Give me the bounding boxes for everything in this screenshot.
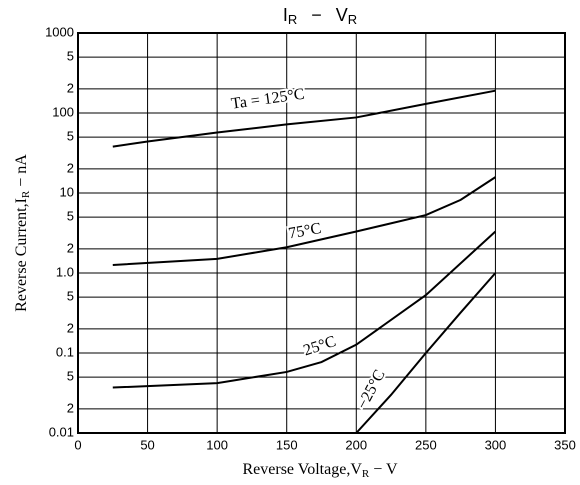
- curve-label: −25°C: [354, 367, 389, 412]
- y-tick-label: 1.0: [56, 264, 74, 279]
- y-tick-label: 5: [67, 209, 74, 224]
- y-tick-label: 2: [67, 320, 74, 335]
- y-tick-label: 5: [67, 49, 74, 64]
- label-part: Reverse Current,I: [13, 198, 30, 312]
- plot-frame: [77, 32, 566, 434]
- y-tick-label: 2: [67, 400, 74, 415]
- y-axis-label: Reverse Current,IR − nA: [13, 154, 32, 312]
- curve-label: Ta = 125°C: [230, 86, 306, 113]
- x-tick-label: 300: [485, 437, 507, 452]
- curve: [112, 230, 497, 389]
- label-part: Reverse Voltage,V: [242, 461, 362, 478]
- x-tick-label: 0: [74, 437, 81, 452]
- title-sub: R: [348, 12, 357, 27]
- y-tick-label: 0.01: [49, 424, 74, 439]
- y-tick-label: 100: [52, 104, 74, 119]
- label-sub: R: [362, 468, 370, 480]
- x-tick-label: 200: [345, 437, 367, 452]
- x-tick-label: 350: [554, 437, 576, 452]
- label-part: − V: [369, 461, 398, 478]
- curve: [112, 176, 496, 266]
- y-tick-label: 5: [67, 369, 74, 384]
- y-tick-label: 1000: [45, 24, 74, 39]
- label-sub: R: [20, 190, 32, 198]
- y-tick-label: 5: [67, 289, 74, 304]
- title-part: V: [336, 5, 348, 25]
- x-tick-label: 100: [206, 437, 228, 452]
- x-axis-label: Reverse Voltage,VR − V: [242, 461, 397, 480]
- y-tick-label: 10: [60, 184, 74, 199]
- x-tick-label: 250: [415, 437, 437, 452]
- y-tick-label: 2: [67, 240, 74, 255]
- chart-title: IR − VR: [283, 5, 357, 28]
- curve: [112, 89, 496, 148]
- curve: [355, 272, 497, 434]
- title-sub: R: [288, 12, 297, 27]
- y-tick-label: 0.1: [56, 344, 74, 359]
- curve-label: 75°C: [287, 220, 323, 242]
- y-tick-label: 2: [67, 160, 74, 175]
- x-tick-label: 150: [276, 437, 298, 452]
- title-part: −: [311, 5, 322, 25]
- label-part: − nA: [13, 154, 30, 191]
- y-tick-label: 2: [67, 80, 74, 95]
- title-part: I: [283, 5, 288, 25]
- y-tick-label: 5: [67, 129, 74, 144]
- x-tick-label: 50: [140, 437, 154, 452]
